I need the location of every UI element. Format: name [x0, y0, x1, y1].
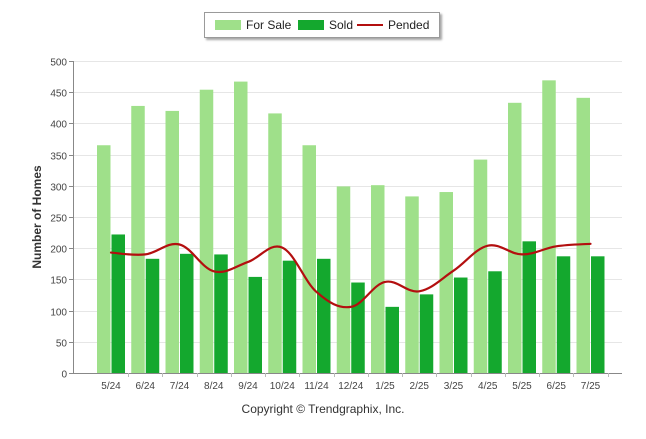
y-tick-label: 200 [50, 245, 67, 256]
x-tick-label: 7/24 [170, 381, 190, 392]
bar-sold [420, 294, 434, 373]
bar-sold [249, 277, 263, 373]
bar-sold [283, 261, 297, 373]
bar-sold [180, 254, 194, 373]
x-tick-label: 1/25 [375, 381, 395, 392]
y-tick-label: 350 [50, 152, 67, 163]
x-tick-label: 11/24 [304, 381, 329, 392]
bar-sold [112, 234, 126, 373]
bar-for-sale [268, 113, 282, 373]
legend-swatch-pended [357, 24, 383, 26]
x-tick-label: 9/24 [238, 381, 258, 392]
y-axis-label: Number of Homes [30, 165, 44, 269]
y-tick-label: 0 [61, 370, 67, 381]
x-tick-label: 3/25 [444, 381, 464, 392]
x-tick-label: 2/25 [410, 381, 430, 392]
legend-label-sold: Sold [329, 18, 353, 32]
bar-for-sale [200, 90, 214, 373]
x-tick-label: 8/24 [204, 381, 224, 392]
bar-for-sale [440, 192, 454, 373]
x-tick-label: 4/25 [478, 381, 498, 392]
x-tick-label: 10/24 [270, 381, 295, 392]
bar-for-sale [166, 111, 180, 373]
bar-sold [146, 259, 160, 373]
x-tick-label: 5/25 [512, 381, 532, 392]
legend-swatch-for-sale [215, 20, 241, 30]
bar-sold [488, 271, 502, 373]
bar-for-sale [542, 80, 556, 373]
y-tick-label: 100 [50, 308, 67, 319]
legend-item-pended[interactable]: Pended [357, 18, 429, 32]
legend-item-sold[interactable]: Sold [298, 18, 353, 32]
y-tick-label: 500 [50, 58, 67, 69]
bar-for-sale [234, 82, 248, 373]
x-tick-label: 6/24 [136, 381, 156, 392]
bars [97, 80, 605, 373]
bar-for-sale [508, 103, 522, 373]
copyright-footer: Copyright © Trendgraphix, Inc. [0, 402, 646, 416]
bar-sold [386, 307, 400, 373]
bar-sold [591, 256, 605, 373]
bar-sold [454, 278, 468, 373]
bar-for-sale [131, 106, 145, 373]
bar-for-sale [337, 186, 351, 373]
legend-swatch-sold [298, 20, 324, 30]
legend-label-for-sale: For Sale [246, 18, 291, 32]
y-tick-label: 150 [50, 276, 67, 287]
legend: For Sale Sold Pended [204, 12, 440, 38]
bar-for-sale [405, 196, 419, 373]
bar-sold [557, 256, 571, 373]
y-tick-label: 50 [56, 339, 68, 350]
bar-sold [351, 283, 365, 373]
bar-for-sale [577, 98, 591, 373]
bar-for-sale [474, 160, 488, 373]
y-tick-label: 300 [50, 183, 67, 194]
bar-sold [523, 241, 537, 373]
x-tick-label: 12/24 [338, 381, 363, 392]
y-tick-label: 400 [50, 120, 67, 131]
bar-for-sale [371, 185, 385, 373]
y-tick-label: 450 [50, 89, 67, 100]
legend-label-pended: Pended [388, 18, 429, 32]
x-tick-label: 5/24 [101, 381, 121, 392]
bar-sold [317, 259, 331, 373]
legend-item-for-sale[interactable]: For Sale [215, 18, 291, 32]
x-tick-label: 7/25 [581, 381, 601, 392]
x-tick-label: 6/25 [547, 381, 567, 392]
y-tick-label: 250 [50, 214, 67, 225]
bar-for-sale [97, 145, 111, 373]
bar-for-sale [303, 145, 317, 373]
